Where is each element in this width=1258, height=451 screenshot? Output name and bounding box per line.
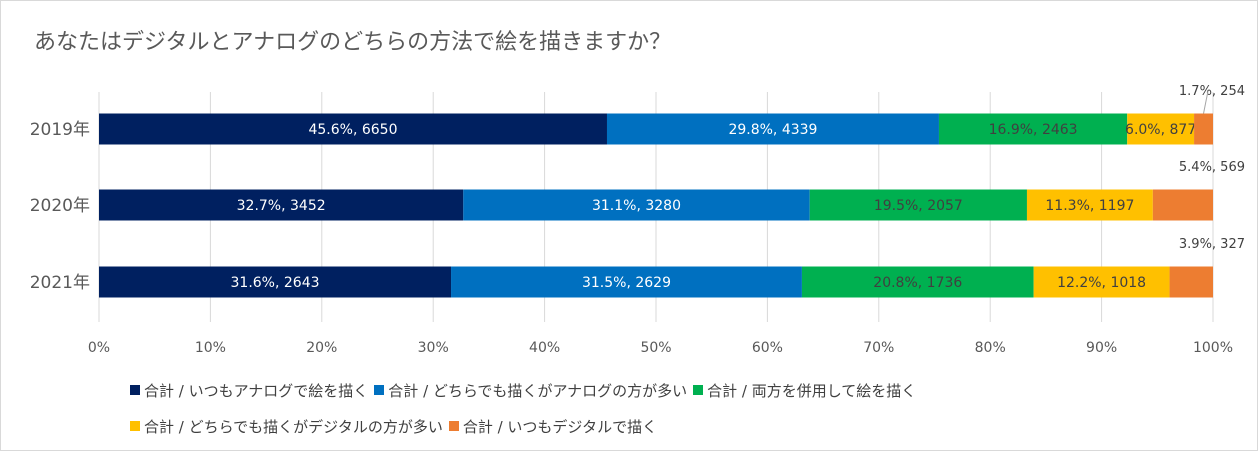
- x-tick-label: 40%: [529, 340, 560, 356]
- bar-segment: [938, 113, 1128, 145]
- bar-segment: [606, 113, 939, 145]
- legend-swatch-digital-mostly: [130, 421, 140, 431]
- x-tick-label: 30%: [418, 340, 449, 356]
- x-tick-label: 90%: [1086, 340, 1117, 356]
- legend-label: 合計 / どちらでも描くがデジタルの方が多い: [144, 417, 443, 436]
- data-label: 29.8%, 4339: [728, 122, 817, 138]
- x-tick-label: 20%: [306, 340, 337, 356]
- legend-swatch-analog-always: [130, 385, 140, 395]
- data-label: 3.9%, 327: [1179, 237, 1245, 252]
- x-tick-label: 50%: [640, 340, 671, 356]
- x-tick-label: 70%: [863, 340, 894, 356]
- bar-segment: [1152, 189, 1213, 221]
- legend-row-1: 合計 / いつもアナログで絵を描く 合計 / どちらでも描くがアナログの方が多い…: [130, 372, 1090, 408]
- data-label: 16.9%, 2463: [989, 122, 1078, 138]
- legend-label: 合計 / いつもアナログで絵を描く: [144, 381, 369, 400]
- bar-segment: [99, 189, 464, 221]
- category-label: 2019年: [30, 120, 90, 140]
- x-tick-label: 80%: [975, 340, 1006, 356]
- bar-segment: [1127, 113, 1195, 145]
- data-label: 45.6%, 6650: [308, 122, 397, 138]
- data-label: 31.5%, 2629: [582, 275, 671, 291]
- x-tick-label: 10%: [195, 340, 226, 356]
- data-label: 20.8%, 1736: [873, 275, 962, 291]
- category-label: 2021年: [30, 273, 90, 293]
- bar-segment: [451, 266, 802, 298]
- legend-label: 合計 / どちらでも描くがアナログの方が多い: [388, 381, 688, 400]
- legend-label: 合計 / いつもデジタルで描く: [462, 417, 658, 436]
- data-label: 12.2%, 1018: [1057, 275, 1146, 291]
- bar-segment: [1033, 266, 1170, 298]
- chart-legend: 合計 / いつもアナログで絵を描く 合計 / どちらでも描くがアナログの方が多い…: [130, 372, 1090, 444]
- data-label: 11.3%, 1197: [1045, 198, 1134, 214]
- chart-title: あなたはデジタルとアナログのどちらの方法で絵を描きますか？: [34, 30, 672, 55]
- bar-segment: [801, 266, 1034, 298]
- bar-segment: [99, 266, 452, 298]
- bar-segment: [1026, 189, 1153, 221]
- x-tick-label: 100%: [1193, 340, 1233, 356]
- legend-label: 合計 / 両方を併用して絵を描く: [707, 381, 917, 400]
- x-tick-label: 0%: [88, 340, 110, 356]
- legend-item-digital-always: 合計 / いつもデジタルで描く: [448, 416, 658, 437]
- data-label: 5.4%, 569: [1179, 160, 1245, 175]
- x-tick-label: 60%: [752, 340, 783, 356]
- legend-item-digital-mostly: 合計 / どちらでも描くがデジタルの方が多い: [130, 416, 443, 437]
- data-label: 6.0%, 877: [1125, 122, 1196, 138]
- category-label: 2020年: [30, 196, 90, 216]
- data-label-leader-line: [1203, 90, 1209, 114]
- legend-swatch-digital-always: [448, 421, 459, 431]
- bar-segment: [1169, 266, 1213, 298]
- legend-item-analog-always: 合計 / いつもアナログで絵を描く: [130, 380, 368, 401]
- data-label: 1.7%, 254: [1179, 84, 1245, 99]
- data-label: 32.7%, 3452: [237, 198, 326, 214]
- bar-segment: [809, 189, 1027, 221]
- data-label: 31.1%, 3280: [592, 198, 681, 214]
- bar-segment: [463, 189, 810, 221]
- data-label: 31.6%, 2643: [231, 275, 320, 291]
- bar-segment: [99, 113, 607, 145]
- data-label: 19.5%, 2057: [874, 198, 963, 214]
- legend-item-both: 合計 / 両方を併用して絵を描く: [693, 380, 916, 401]
- legend-swatch-both: [693, 385, 704, 395]
- legend-row-2: 合計 / どちらでも描くがデジタルの方が多い 合計 / いつもデジタルで描く: [130, 408, 1090, 444]
- bar-segment: [1194, 113, 1213, 145]
- legend-swatch-analog-mostly: [374, 385, 385, 395]
- legend-item-analog-mostly: 合計 / どちらでも描くがアナログの方が多い: [374, 380, 687, 401]
